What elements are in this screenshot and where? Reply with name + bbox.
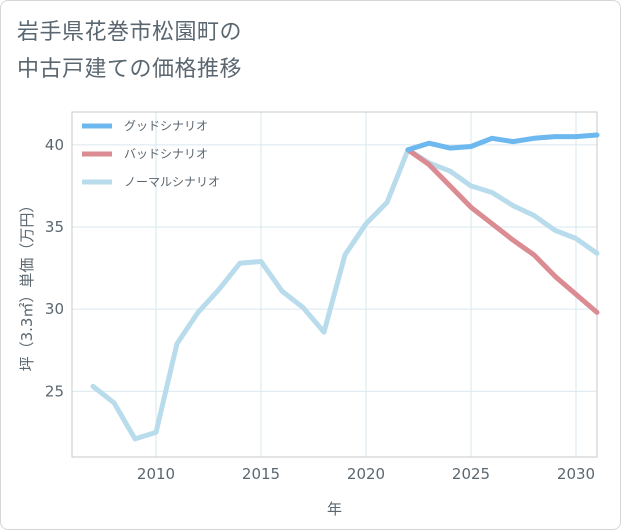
tick-labels: 2010 2015 2020 2025 2030 25 30 35 40 (45, 136, 595, 483)
chart-title: 岩手県花巻市松園町の 中古戸建ての価格推移 (17, 14, 242, 88)
y-axis-title: 坪（3.3㎡）単価（万円） (18, 198, 36, 372)
legend-label-1: バッドシナリオ (124, 147, 208, 161)
x-tick-label-2025: 2025 (452, 465, 490, 483)
chart-title-line-1: 岩手県花巻市松園町の (17, 20, 243, 45)
y-tick-label-35: 35 (45, 218, 64, 236)
grid-lines (72, 112, 597, 457)
series-line-1 (405, 147, 600, 315)
y-tick-label-30: 30 (45, 300, 64, 318)
legend-label-2: ノーマルシナリオ (124, 175, 220, 189)
x-tick-label-2010: 2010 (137, 465, 175, 483)
x-tick-label-2015: 2015 (242, 465, 280, 483)
y-tick-label-40: 40 (45, 136, 64, 154)
series-lines (90, 132, 600, 442)
x-axis-title: 年 (327, 500, 342, 518)
legend-label-0: グッドシナリオ (124, 119, 208, 133)
y-tick-label-25: 25 (45, 382, 64, 400)
series-line-0 (405, 132, 600, 153)
x-tick-label-2030: 2030 (557, 465, 595, 483)
chart-title-line-2: 中古戸建ての価格推移 (17, 57, 243, 82)
series-line-2 (90, 147, 600, 442)
plot-area-frame (71, 111, 598, 458)
x-tick-label-2020: 2020 (347, 465, 385, 483)
